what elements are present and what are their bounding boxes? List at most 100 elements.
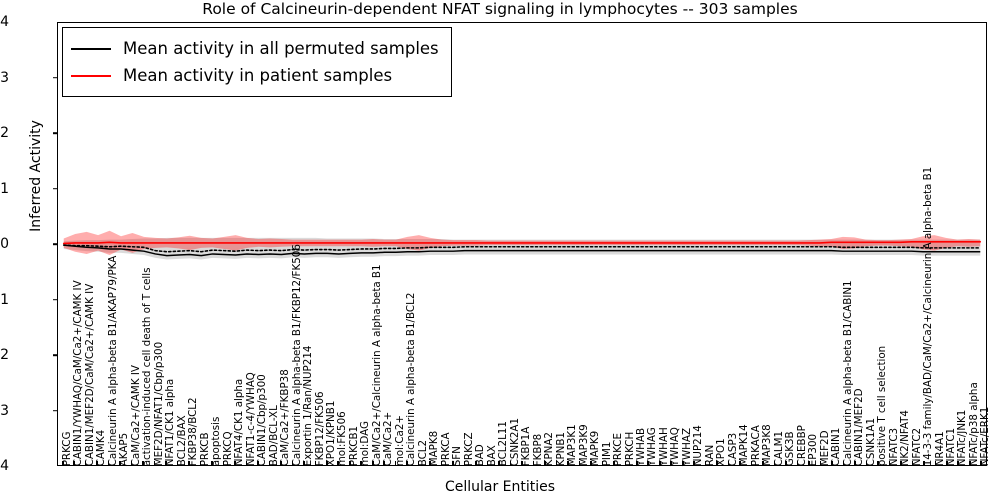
x-axis-tick-mark <box>888 461 891 466</box>
y-axis-label: Inferred Activity <box>28 120 44 232</box>
y-axis-tick-mark <box>53 298 58 301</box>
x-axis-tick-label: CABIN1/MEF2D/CaM/Ca2+/CAMK IV <box>83 283 96 466</box>
x-axis-tick-mark <box>946 461 948 466</box>
x-axis-tick-mark <box>130 461 133 466</box>
x-axis-tick-label: NFATC2 <box>910 427 923 466</box>
x-axis-tick-mark <box>326 461 328 466</box>
legend-item-patient: Mean activity in patient samples <box>71 62 439 89</box>
x-axis-tick-label: RAN <box>703 444 716 466</box>
x-axis-tick-label: PRKCB1 <box>347 425 360 466</box>
x-axis-tick-mark <box>245 461 248 466</box>
legend-label-patient: Mean activity in patient samples <box>123 66 393 85</box>
x-axis-tick-label: CABIN1 <box>830 427 843 466</box>
x-axis-tick-label: NFATc/JNK1 <box>956 409 969 466</box>
x-axis-tick-mark <box>636 461 638 466</box>
x-axis-tick-mark <box>670 461 673 466</box>
x-axis-tick-mark <box>383 461 386 466</box>
x-axis-tick-label: activation-induced cell death of T cells <box>141 267 154 466</box>
x-axis-tick-mark <box>796 461 799 466</box>
x-axis-tick-mark <box>475 461 477 466</box>
x-axis-tick-mark <box>578 461 581 466</box>
x-axis-label: Cellular Entities <box>444 479 556 495</box>
x-axis-tick-mark <box>176 461 179 466</box>
x-axis-tick-label: NR4A1 <box>933 430 946 466</box>
x-axis-tick-mark <box>831 461 833 466</box>
legend-swatch-permuted <box>71 47 111 50</box>
x-axis-tick-label: BCL2L11 <box>497 420 510 466</box>
x-axis-tick-mark <box>819 461 822 466</box>
x-axis-tick-mark <box>601 461 604 466</box>
x-axis-tick-label: NFATC1 <box>944 427 957 466</box>
x-axis-tick-mark <box>165 461 167 466</box>
x-axis-tick-mark <box>762 461 764 466</box>
y-axis-tick-label: −4 <box>0 458 9 474</box>
x-axis-tick-mark <box>440 461 443 466</box>
x-axis-tick-mark <box>785 461 787 466</box>
x-axis-tick-mark <box>268 461 271 466</box>
x-axis-tick-mark <box>394 461 397 466</box>
x-axis-tick-mark <box>854 461 856 466</box>
x-axis-tick-label: NFATC3 <box>887 427 900 466</box>
y-axis-tick-mark <box>53 409 58 412</box>
x-axis-tick-mark <box>704 461 707 466</box>
x-axis-tick-label: mol:FK506 <box>336 411 349 466</box>
x-axis-tick-label: PIM1 <box>600 441 613 466</box>
x-axis-tick-mark <box>555 461 558 466</box>
x-axis-tick-label: Calcineurin A alpha-beta B1/AKAP79/PKA <box>106 255 119 466</box>
x-axis-tick-label: EP300 <box>807 433 820 466</box>
x-axis-tick-label: FKBP12/FK506 <box>313 391 326 466</box>
x-axis-tick-mark <box>509 461 512 466</box>
y-axis-tick-mark <box>53 187 58 190</box>
x-axis-tick-mark <box>73 461 76 466</box>
x-axis-tick-label: MAP3K8 <box>761 424 774 466</box>
x-axis-tick-label: KPNA2 <box>543 431 556 466</box>
x-axis-tick-label: MAPK14 <box>738 424 751 466</box>
x-axis-tick-label: NFAT4/CK1 alpha <box>233 378 246 466</box>
x-axis-tick-mark <box>303 461 305 466</box>
x-axis-tick-mark <box>681 461 684 466</box>
x-axis-tick-mark <box>337 461 340 466</box>
x-axis-tick-mark <box>773 461 776 466</box>
x-axis-tick-label: mol:Ca2+ <box>393 414 406 466</box>
x-axis-tick-label: MAPK9 <box>588 430 601 466</box>
x-axis-tick-label: NFAT1-c-4/YWHAQ <box>244 371 257 466</box>
series-line-patient <box>62 240 982 245</box>
x-axis-tick-label: PRKCQ <box>221 431 234 466</box>
y-axis-tick-label: 3 <box>0 69 9 86</box>
x-axis-tick-label: positive T cell selection <box>875 345 888 467</box>
x-axis-tick-mark <box>234 461 236 466</box>
y-axis-tick-label: −1 <box>0 291 9 308</box>
x-axis-tick-mark <box>544 461 546 466</box>
y-axis-tick-mark <box>53 132 58 134</box>
x-axis-tick-label: BCL2/BAX <box>175 415 188 466</box>
x-axis-tick-label: NFATc/p38 alpha <box>967 381 980 466</box>
x-axis-tick-label: mol:DAG <box>359 420 372 466</box>
x-axis-tick-mark <box>314 461 317 466</box>
x-axis-tick-mark <box>486 461 489 466</box>
x-axis-tick-mark <box>119 461 121 466</box>
x-axis-tick-label: NUP214 <box>692 424 705 466</box>
x-axis-tick-label: NFATc/ERK1 <box>979 406 992 466</box>
x-axis-tick-mark <box>877 461 879 466</box>
y-axis-tick-mark <box>53 354 58 356</box>
x-axis-tick-mark <box>647 461 650 466</box>
x-axis-tick-mark <box>291 461 294 466</box>
x-axis-tick-mark <box>257 461 259 466</box>
x-axis-tick-mark <box>980 461 983 466</box>
chart-legend: Mean activity in all permuted samples Me… <box>62 27 452 97</box>
legend-label-permuted: Mean activity in all permuted samples <box>123 39 439 58</box>
x-axis-tick-mark <box>727 461 730 466</box>
x-axis-tick-label: BAD <box>474 443 487 466</box>
x-axis-tick-label: Calcineurin A alpha-beta B1/BCL2 <box>405 292 418 466</box>
x-axis-tick-label: AKAP5 <box>118 432 131 466</box>
x-axis-tick-label: PRKCH <box>623 431 636 467</box>
x-axis-tick-label: MAPK8 <box>428 430 441 466</box>
x-axis-tick-label: FKBP1A <box>520 426 533 466</box>
x-axis-tick-mark <box>429 461 431 466</box>
x-axis-tick-label: Calcineurin A alpha-beta B1/CABIN1 <box>841 280 854 466</box>
x-axis-tick-label: CSNK1A1 <box>864 417 877 466</box>
x-axis-tick-mark <box>923 461 925 466</box>
x-axis-tick-mark <box>716 461 718 466</box>
y-axis-tick-mark <box>53 76 58 79</box>
x-axis-tick-label: CaM/Ca2+/Calcineurin A alpha-beta B1 <box>370 264 383 466</box>
